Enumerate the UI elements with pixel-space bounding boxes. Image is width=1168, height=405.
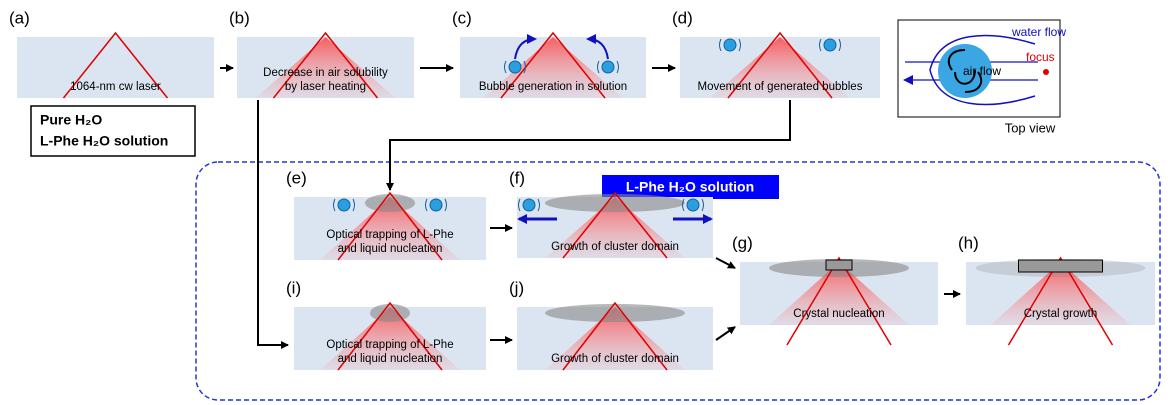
panel: (g) Crystal nucleation <box>732 233 938 345</box>
bubble <box>338 199 350 211</box>
crystal <box>1019 260 1103 272</box>
panel-caption: and liquid nucleation <box>338 353 443 365</box>
panel: (e) Optical trapping of L-Phe and liquid n… <box>286 168 486 260</box>
panel: (d) Movement of generated bubbles <box>672 8 880 98</box>
inset-label: focus <box>1026 50 1055 64</box>
panel-caption: Growth of cluster domain <box>551 353 679 365</box>
focus-dot <box>1043 69 1049 75</box>
inset-label: air flow <box>963 64 1001 78</box>
panel: (i) Optical trapping of L-Phe and liquid n… <box>286 278 486 370</box>
bubble <box>430 199 442 211</box>
panel-caption: Decrease in air solubility <box>263 67 388 79</box>
panel-label: (a) <box>9 8 30 27</box>
panel-label: (b) <box>229 8 250 27</box>
panel: (h) Crystal growth <box>958 233 1155 345</box>
panel-caption: Crystal nucleation <box>793 308 884 320</box>
panel: (b) Decrease in air solubility by laser he… <box>229 8 414 98</box>
panel: (c) Bubble generation in solution <box>452 8 646 98</box>
panel-caption: Crystal growth <box>1024 308 1098 320</box>
panel: (a) 1064-nm cw laser <box>9 8 214 98</box>
panel-caption: Movement of generated bubbles <box>698 81 863 93</box>
bubble <box>724 39 736 51</box>
crystal <box>826 260 852 270</box>
cluster-domain <box>545 194 685 212</box>
bubble <box>602 61 614 73</box>
panel-caption: Optical trapping of L-Phe <box>326 339 453 351</box>
inset-caption: Top view <box>1005 120 1056 135</box>
bubble <box>509 61 521 73</box>
sample-text: L-Phe H₂O solution <box>40 133 168 149</box>
panel-label: (g) <box>732 233 753 252</box>
panel-label: (h) <box>958 233 979 252</box>
cluster-domain <box>365 194 415 212</box>
panel-label: (j) <box>509 278 524 297</box>
bubble <box>687 199 699 211</box>
panel-label: (e) <box>286 168 307 187</box>
banner-text: L-Phe H₂O solution <box>626 179 754 195</box>
inset: water flow focus air flow <box>898 20 1066 117</box>
panel-caption: Bubble generation in solution <box>479 81 627 93</box>
panel-caption: Growth of cluster domain <box>551 241 679 253</box>
panel-caption: 1064-nm cw laser <box>70 81 161 93</box>
page: {"panels":[ {"label":"(a)","caption":["1… <box>0 0 1168 405</box>
diagram: L-Phe H₂O solution Pure H₂O L-Phe H₂O so… <box>0 0 1168 405</box>
inset-label: water flow <box>1011 25 1066 39</box>
panel-label: (d) <box>672 8 693 27</box>
sample-text: Pure H₂O <box>40 112 102 128</box>
panel: (j) Growth of cluster domain <box>509 278 713 370</box>
panel-label: (c) <box>452 8 472 27</box>
cluster-domain <box>545 304 685 322</box>
panel-caption: and liquid nucleation <box>338 243 443 255</box>
panel-label: (i) <box>286 278 301 297</box>
panel-label: (f) <box>509 168 525 187</box>
bubble <box>824 39 836 51</box>
bubble <box>523 199 535 211</box>
panel-caption: by laser heating <box>285 81 366 93</box>
panel-caption: Optical trapping of L-Phe <box>326 229 453 241</box>
cluster-domain <box>370 304 410 322</box>
